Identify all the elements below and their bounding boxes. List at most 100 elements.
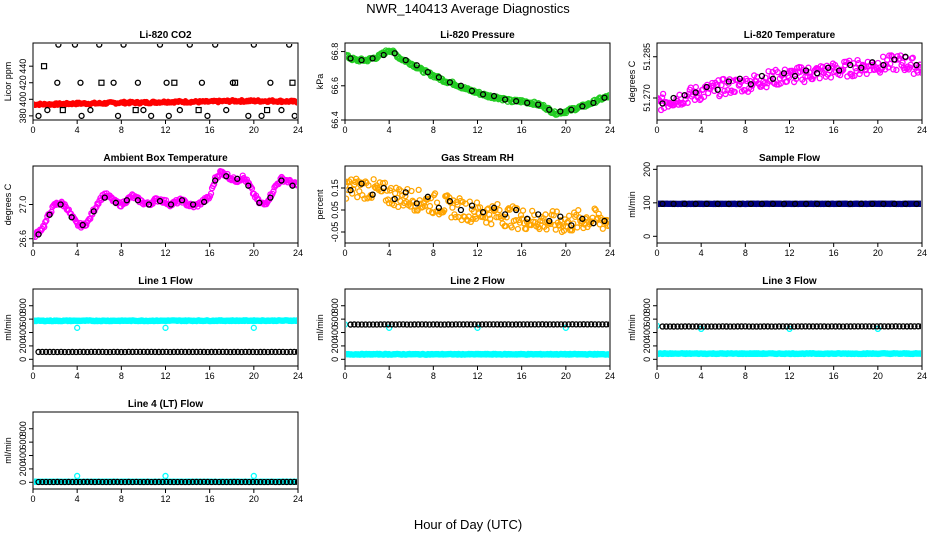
data-point <box>110 348 117 356</box>
data-point <box>501 211 509 218</box>
data-point <box>790 323 798 330</box>
data-point <box>185 478 193 486</box>
x-tick-label: 0 <box>30 494 35 504</box>
data-point <box>824 323 832 330</box>
data-point <box>505 321 512 328</box>
data-point <box>362 321 369 328</box>
data-point <box>368 194 375 201</box>
data-point <box>287 348 294 356</box>
data-point <box>76 478 84 486</box>
data-point <box>258 112 265 119</box>
data-point <box>579 103 586 110</box>
x-tick-label: 20 <box>561 371 571 381</box>
data-point <box>408 187 415 195</box>
data-point <box>283 478 290 486</box>
data-point <box>156 44 164 48</box>
data-point <box>198 79 206 86</box>
data-point <box>279 348 287 356</box>
data-point <box>802 67 810 74</box>
data-point <box>245 348 253 356</box>
data-point <box>256 199 263 206</box>
x-tick-label: 20 <box>873 125 883 135</box>
data-point <box>546 321 553 328</box>
data-point <box>182 348 189 356</box>
data-point <box>588 321 595 328</box>
data-point <box>836 200 843 207</box>
data-point <box>95 478 102 486</box>
data-point <box>723 323 730 330</box>
data-point <box>745 323 753 330</box>
data-point <box>456 321 463 328</box>
y-tick-label: 600 <box>330 312 340 327</box>
data-point <box>591 321 599 328</box>
x-tick-label: 16 <box>205 371 215 381</box>
data-point <box>144 478 151 486</box>
data-point <box>703 83 710 91</box>
y-tick-label: 400 <box>18 448 28 463</box>
data-point <box>411 321 418 328</box>
y-tick-label: 51.285 <box>642 43 652 71</box>
data-point <box>603 321 609 328</box>
data-point <box>140 106 147 114</box>
data-point <box>457 82 465 89</box>
data-point <box>351 181 358 189</box>
data-point <box>422 321 429 328</box>
data-point <box>869 59 876 66</box>
y-tick-label: 0 <box>330 357 340 362</box>
data-point <box>163 79 170 86</box>
data-point <box>700 323 708 330</box>
data-point <box>212 177 219 184</box>
data-point <box>736 75 743 82</box>
data-point <box>227 478 234 486</box>
data-point <box>358 321 365 328</box>
data-point <box>250 324 257 331</box>
x-tick-label: 4 <box>75 248 80 258</box>
data-point <box>234 478 241 486</box>
data-point <box>879 53 887 60</box>
data-point <box>215 478 223 486</box>
data-point <box>524 215 531 222</box>
data-point <box>289 79 296 86</box>
y-tick-label: 0 <box>18 357 28 362</box>
data-point <box>695 90 703 97</box>
data-point <box>238 348 245 356</box>
data-point <box>162 324 169 331</box>
x-tick-label: 12 <box>160 494 170 504</box>
data-point <box>291 478 297 486</box>
data-point <box>148 478 155 486</box>
data-point <box>39 478 46 486</box>
data-point <box>267 194 274 201</box>
data-point <box>39 348 46 356</box>
data-point <box>230 478 238 486</box>
data-point <box>91 478 99 486</box>
data-point <box>793 75 800 83</box>
y-tick-label: 400 <box>642 325 652 340</box>
data-point <box>546 106 553 113</box>
y-tick-label: 200 <box>18 338 28 353</box>
x-tick-label: 24 <box>917 248 927 258</box>
data-point <box>121 478 129 486</box>
x-tick-label: 20 <box>873 248 883 258</box>
y-tick-label: 200 <box>330 338 340 353</box>
data-point <box>369 191 376 198</box>
data-point <box>223 478 230 486</box>
data-point <box>712 323 719 330</box>
data-point <box>768 72 775 79</box>
data-point <box>704 323 711 330</box>
data-point <box>125 348 132 356</box>
data-point <box>666 323 674 330</box>
data-point <box>250 44 257 48</box>
data-point <box>189 348 196 356</box>
data-point <box>147 112 155 119</box>
data-point <box>433 321 441 328</box>
data-point <box>215 348 223 356</box>
data-point <box>900 323 907 330</box>
data-point <box>685 323 692 330</box>
data-point <box>568 222 575 229</box>
y-tick-label: 200 <box>642 338 652 353</box>
data-point <box>59 106 66 114</box>
data-point <box>659 90 667 98</box>
data-point <box>268 478 275 486</box>
x-tick-label: 16 <box>517 248 527 258</box>
data-point <box>50 478 57 486</box>
